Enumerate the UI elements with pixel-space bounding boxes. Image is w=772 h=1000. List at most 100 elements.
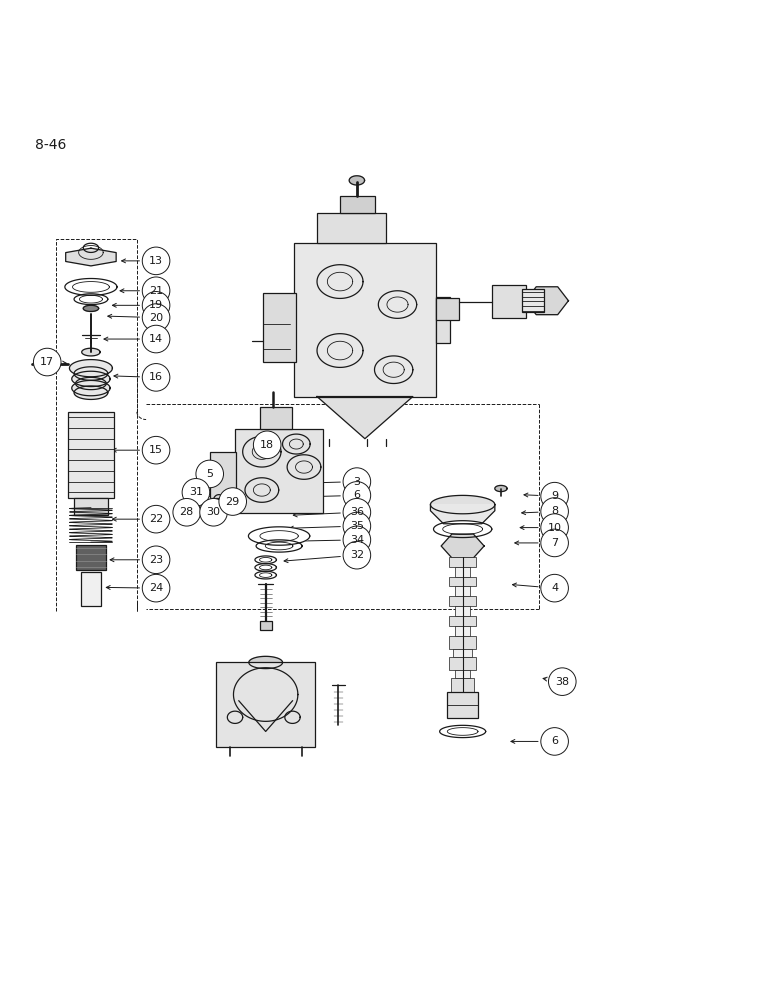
FancyBboxPatch shape [455,626,470,636]
Text: 18: 18 [260,440,274,450]
Polygon shape [74,367,108,380]
Circle shape [196,460,224,488]
Circle shape [142,292,170,319]
Polygon shape [378,291,417,318]
Text: 15: 15 [149,445,163,455]
Polygon shape [317,265,363,298]
FancyBboxPatch shape [211,452,235,498]
Text: 13: 13 [149,256,163,266]
FancyBboxPatch shape [449,577,476,586]
Polygon shape [214,495,225,505]
Circle shape [142,574,170,602]
FancyBboxPatch shape [455,670,470,678]
Circle shape [142,247,170,275]
Text: 30: 30 [207,507,221,517]
Circle shape [142,304,170,331]
Circle shape [142,436,170,464]
Polygon shape [69,360,113,377]
Polygon shape [227,711,242,723]
Circle shape [541,574,568,602]
Polygon shape [255,564,276,571]
FancyBboxPatch shape [263,293,296,362]
Polygon shape [431,495,495,514]
FancyBboxPatch shape [449,657,476,670]
Circle shape [343,541,371,569]
Text: 36: 36 [350,507,364,517]
FancyBboxPatch shape [449,616,476,626]
Polygon shape [526,287,568,315]
FancyBboxPatch shape [455,606,470,616]
FancyBboxPatch shape [294,243,436,397]
Text: 6: 6 [354,490,361,500]
FancyBboxPatch shape [259,621,272,630]
Circle shape [142,546,170,574]
Polygon shape [317,334,363,367]
Text: 4: 4 [551,583,558,593]
Circle shape [343,482,371,509]
Polygon shape [245,478,279,502]
FancyBboxPatch shape [317,213,386,243]
FancyBboxPatch shape [455,567,470,577]
Text: 31: 31 [189,487,203,497]
Polygon shape [287,455,321,479]
FancyBboxPatch shape [449,596,476,606]
Polygon shape [495,485,507,492]
Circle shape [173,498,201,526]
Text: 8-46: 8-46 [35,138,66,152]
FancyBboxPatch shape [451,678,474,692]
Text: 19: 19 [149,300,163,310]
Circle shape [142,325,170,353]
Text: 17: 17 [40,357,54,367]
Polygon shape [255,571,276,579]
Circle shape [253,431,281,459]
Text: 3: 3 [354,477,361,487]
FancyBboxPatch shape [81,572,101,606]
Text: 20: 20 [149,313,163,323]
FancyBboxPatch shape [259,407,292,429]
Circle shape [541,728,568,755]
Polygon shape [249,656,283,669]
Text: 9: 9 [551,491,558,501]
FancyBboxPatch shape [449,557,476,567]
Circle shape [142,364,170,391]
Circle shape [541,529,568,557]
Text: 22: 22 [149,514,163,524]
FancyBboxPatch shape [453,649,472,657]
Polygon shape [255,556,276,564]
FancyBboxPatch shape [523,289,544,312]
Text: 14: 14 [149,334,163,344]
Text: 29: 29 [225,497,240,507]
Polygon shape [233,668,298,721]
Polygon shape [283,434,310,454]
Polygon shape [434,521,492,538]
FancyBboxPatch shape [447,692,478,718]
Text: 24: 24 [149,583,163,593]
Polygon shape [76,377,107,390]
Text: 5: 5 [206,469,213,479]
Polygon shape [72,371,110,387]
Polygon shape [431,505,495,524]
Circle shape [182,479,210,506]
Circle shape [541,482,568,510]
FancyBboxPatch shape [436,297,449,343]
Polygon shape [72,380,110,396]
FancyBboxPatch shape [455,586,470,596]
Text: 10: 10 [547,523,561,533]
Polygon shape [82,348,100,356]
Polygon shape [285,711,300,723]
Circle shape [343,468,371,495]
Text: 8: 8 [551,506,558,516]
Polygon shape [440,725,486,738]
Text: 35: 35 [350,521,364,531]
Text: 7: 7 [551,538,558,548]
Polygon shape [242,436,281,467]
Circle shape [541,514,568,541]
Circle shape [200,498,227,526]
Polygon shape [83,305,99,311]
Polygon shape [74,386,108,399]
Polygon shape [317,397,413,439]
Circle shape [343,526,371,554]
Text: 6: 6 [551,736,558,746]
Text: 23: 23 [149,555,163,565]
Text: 28: 28 [180,507,194,517]
